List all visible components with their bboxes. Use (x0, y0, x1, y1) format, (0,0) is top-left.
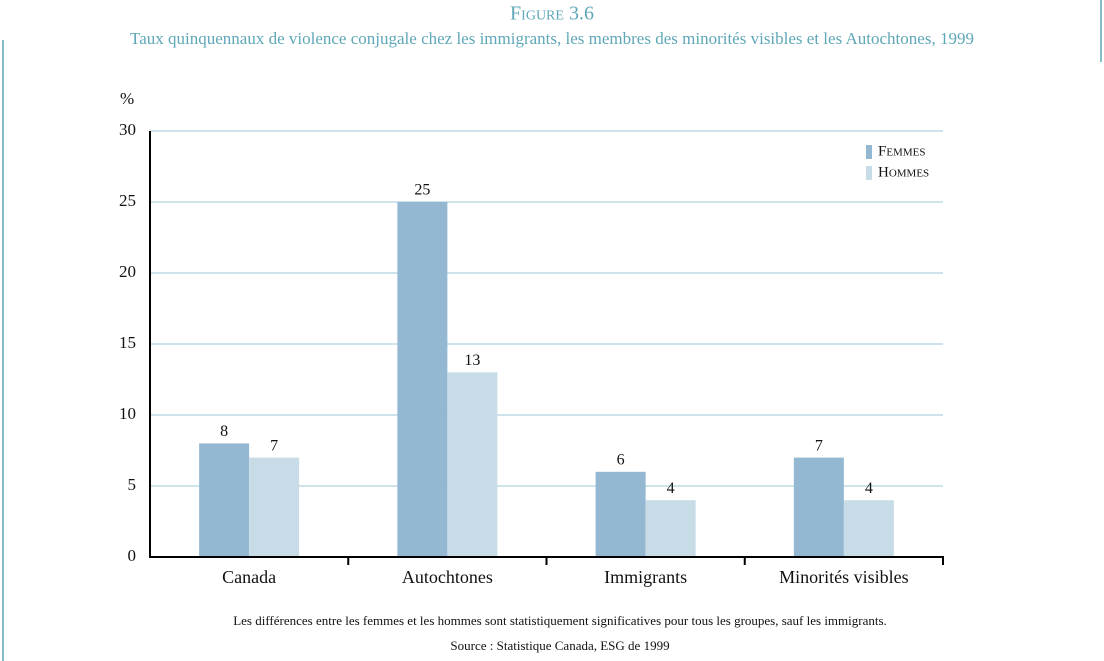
y-tick-label: 25 (119, 191, 136, 210)
y-tick-label: 5 (128, 475, 137, 494)
legend-swatch (866, 145, 872, 159)
y-tick-label: 10 (119, 404, 136, 423)
y-tick-label: 20 (119, 262, 136, 281)
bar (199, 443, 250, 557)
bar (645, 500, 696, 557)
value-label: 25 (414, 182, 430, 199)
legend-label: Femmes (878, 143, 925, 159)
y-tick-label: 15 (119, 333, 136, 352)
bar (397, 202, 448, 557)
bar (793, 457, 844, 557)
y-tick-label: 0 (128, 546, 137, 565)
chart-title: Figure 3.6 (510, 3, 594, 25)
x-tick-label: Autochtones (402, 567, 493, 587)
x-tick-label: Immigrants (604, 567, 687, 587)
bar (249, 457, 300, 557)
chart-subtitle: Taux quinquennaux de violence conjugale … (130, 29, 974, 48)
value-label: 8 (220, 423, 228, 440)
y-axis-label: % (120, 89, 134, 108)
y-tick-label: 30 (119, 120, 136, 139)
value-label: 13 (464, 352, 480, 369)
x-tick-label: Canada (222, 567, 276, 587)
value-label: 4 (667, 480, 675, 497)
bar (447, 372, 498, 557)
bar (595, 471, 646, 557)
legend-label: Hommes (878, 164, 929, 180)
value-label: 6 (617, 451, 625, 468)
source: Source : Statistique Canada, ESG de 1999 (450, 638, 669, 653)
value-label: 4 (865, 480, 873, 497)
legend-swatch (866, 166, 872, 180)
footnote: Les différences entre les femmes et les … (233, 613, 887, 628)
value-label: 7 (815, 437, 823, 454)
value-label: 7 (270, 437, 278, 454)
x-tick-label: Minorités visibles (779, 567, 909, 587)
bar (843, 500, 894, 557)
